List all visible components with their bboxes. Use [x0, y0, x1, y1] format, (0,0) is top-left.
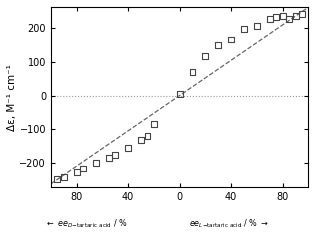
Point: [242, 27, 247, 31]
Point: [106, 156, 111, 160]
Point: [203, 54, 208, 58]
Text: $\leftarrow$ $\mathit{ee}$$_{\mathit{D}\mathregular{-tartaric\ acid}}$ / %: $\leftarrow$ $\mathit{ee}$$_{\mathit{D}\…: [45, 218, 127, 230]
Y-axis label: Δε, M⁻¹ cm⁻¹: Δε, M⁻¹ cm⁻¹: [7, 64, 17, 131]
Point: [93, 162, 99, 165]
Point: [229, 37, 234, 41]
Text: $\mathit{ee}$$_{\mathit{L}\mathregular{-tartaric\ acid}}$ / % $\rightarrow$: $\mathit{ee}$$_{\mathit{L}\mathregular{-…: [189, 218, 269, 230]
Point: [280, 14, 285, 18]
Point: [151, 122, 156, 126]
Point: [287, 17, 292, 21]
Point: [216, 43, 221, 47]
Point: [139, 138, 144, 142]
Point: [126, 146, 131, 150]
Point: [145, 134, 150, 138]
Point: [74, 170, 79, 174]
Point: [113, 153, 118, 157]
Point: [177, 92, 182, 96]
Point: [61, 175, 66, 179]
Point: [254, 24, 259, 28]
Point: [274, 15, 279, 19]
Point: [80, 167, 86, 170]
Point: [293, 14, 298, 18]
Point: [300, 12, 305, 16]
Point: [55, 177, 60, 181]
Point: [190, 70, 195, 74]
Point: [267, 17, 272, 21]
